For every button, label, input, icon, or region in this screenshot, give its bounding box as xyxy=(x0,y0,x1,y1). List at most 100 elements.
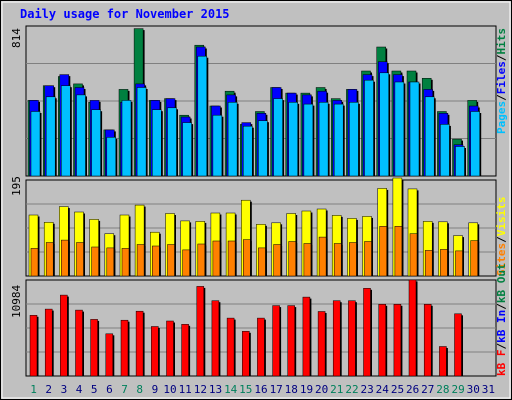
day-label: 25 xyxy=(391,383,404,396)
bar-pages xyxy=(121,100,132,177)
x-axis-day-labels: 1 2 3 4 5 6 7 8 9 10 11 12 13 14 15 16 17 18 19 20 21 22 23 24 2… xyxy=(30,383,495,396)
day-label: 21 xyxy=(330,383,343,396)
bar-kbf xyxy=(408,279,417,377)
bar-sites xyxy=(470,240,478,277)
day-label: 6 xyxy=(106,383,113,396)
bar-pages xyxy=(152,109,162,177)
bar-pages xyxy=(470,111,480,177)
bar-sites xyxy=(258,247,266,277)
bar-kbf xyxy=(317,311,326,377)
legend-entry: / xyxy=(495,94,508,101)
bar-sites xyxy=(394,226,403,277)
bar-sites xyxy=(152,245,160,277)
bar-pages xyxy=(197,55,208,177)
day-label: 31 xyxy=(482,383,495,396)
bar-sites xyxy=(455,250,463,277)
bar-kbf xyxy=(378,304,386,377)
bar-sites xyxy=(273,244,281,277)
bar-kbf xyxy=(272,305,280,377)
bar-pages xyxy=(318,102,329,177)
plot-middle xyxy=(25,177,497,277)
bar-pages xyxy=(61,85,71,177)
day-label: 11 xyxy=(179,383,192,396)
chart-title: Daily usage for November 2015 xyxy=(20,7,230,21)
day-label: 9 xyxy=(152,383,159,396)
legend-entry: / xyxy=(495,236,508,243)
bar-kbf xyxy=(454,313,462,377)
bar-pages xyxy=(91,109,101,177)
legend-top: Pages/Files/Hits xyxy=(495,28,508,134)
day-label: 17 xyxy=(270,383,283,396)
bar-kbf xyxy=(423,304,432,377)
day-label: 18 xyxy=(285,383,298,396)
legend-entry: Hits xyxy=(495,28,508,55)
bar-pages xyxy=(379,72,389,177)
bar-pages xyxy=(106,137,117,177)
legend-entry: kB In xyxy=(495,310,508,343)
legend-entry: / xyxy=(495,303,508,310)
day-label: 24 xyxy=(376,383,390,396)
day-label: 12 xyxy=(194,383,207,396)
bar-kbf xyxy=(105,333,114,377)
bar-kbf xyxy=(181,324,189,377)
bar-pages xyxy=(349,102,359,177)
bar-pages xyxy=(76,94,86,177)
bar-kbf xyxy=(363,288,371,377)
y-max-label-bottom: 10984 xyxy=(10,285,23,318)
legend-entry: Visits xyxy=(495,197,508,237)
bar-sites xyxy=(440,249,448,277)
bar-sites xyxy=(349,242,357,277)
bar-kbf xyxy=(166,320,174,377)
day-label: 8 xyxy=(136,383,143,396)
bar-kbf xyxy=(135,310,144,377)
bar-pages xyxy=(167,107,177,177)
bar-sites xyxy=(167,244,175,277)
bar-sites xyxy=(106,247,115,277)
bar-kbf xyxy=(120,319,129,377)
bar-sites xyxy=(379,226,387,277)
bar-sites xyxy=(243,239,251,277)
bar-kbf xyxy=(196,286,205,377)
bar-kbf xyxy=(393,304,402,377)
bar-sites xyxy=(364,241,372,277)
bar-pages xyxy=(440,124,450,177)
legend-middle: Sites/Visits xyxy=(495,197,508,277)
bar-sites xyxy=(227,240,236,277)
bar-pages xyxy=(394,81,405,177)
bar-kbf xyxy=(332,300,341,377)
bar-kbf xyxy=(302,296,311,377)
bar-kbf xyxy=(226,317,235,377)
bar-pages xyxy=(288,102,298,177)
bar-kbf xyxy=(242,331,250,377)
day-label: 2 xyxy=(45,383,52,396)
bar-pages xyxy=(212,114,223,177)
bar-pages xyxy=(30,111,41,177)
bar-pages xyxy=(136,87,147,177)
bar-sites xyxy=(91,246,99,277)
bar-kbf xyxy=(29,315,38,377)
bar-sites xyxy=(61,239,69,277)
bar-pages xyxy=(182,122,192,177)
bar-pages xyxy=(273,98,283,177)
day-label: 7 xyxy=(121,383,128,396)
day-label: 5 xyxy=(91,383,98,396)
day-label: 4 xyxy=(76,383,83,396)
plot-top xyxy=(25,25,497,177)
day-label: 26 xyxy=(406,383,419,396)
day-label: 10 xyxy=(163,383,176,396)
bar-pages xyxy=(409,81,420,177)
bar-sites xyxy=(303,243,312,277)
bar-sites xyxy=(136,244,145,277)
plot-bottom xyxy=(25,279,497,377)
day-label: 29 xyxy=(451,383,464,396)
bar-kbf xyxy=(44,308,53,377)
bar-kbf xyxy=(287,305,295,377)
y-max-label-top: 814 xyxy=(10,28,23,48)
bar-pages xyxy=(424,96,435,177)
day-label: 15 xyxy=(239,383,252,396)
bar-kbf xyxy=(211,300,220,377)
bar-kbf xyxy=(90,319,98,377)
bar-sites xyxy=(318,236,327,277)
legend-entry: Files xyxy=(495,61,508,94)
